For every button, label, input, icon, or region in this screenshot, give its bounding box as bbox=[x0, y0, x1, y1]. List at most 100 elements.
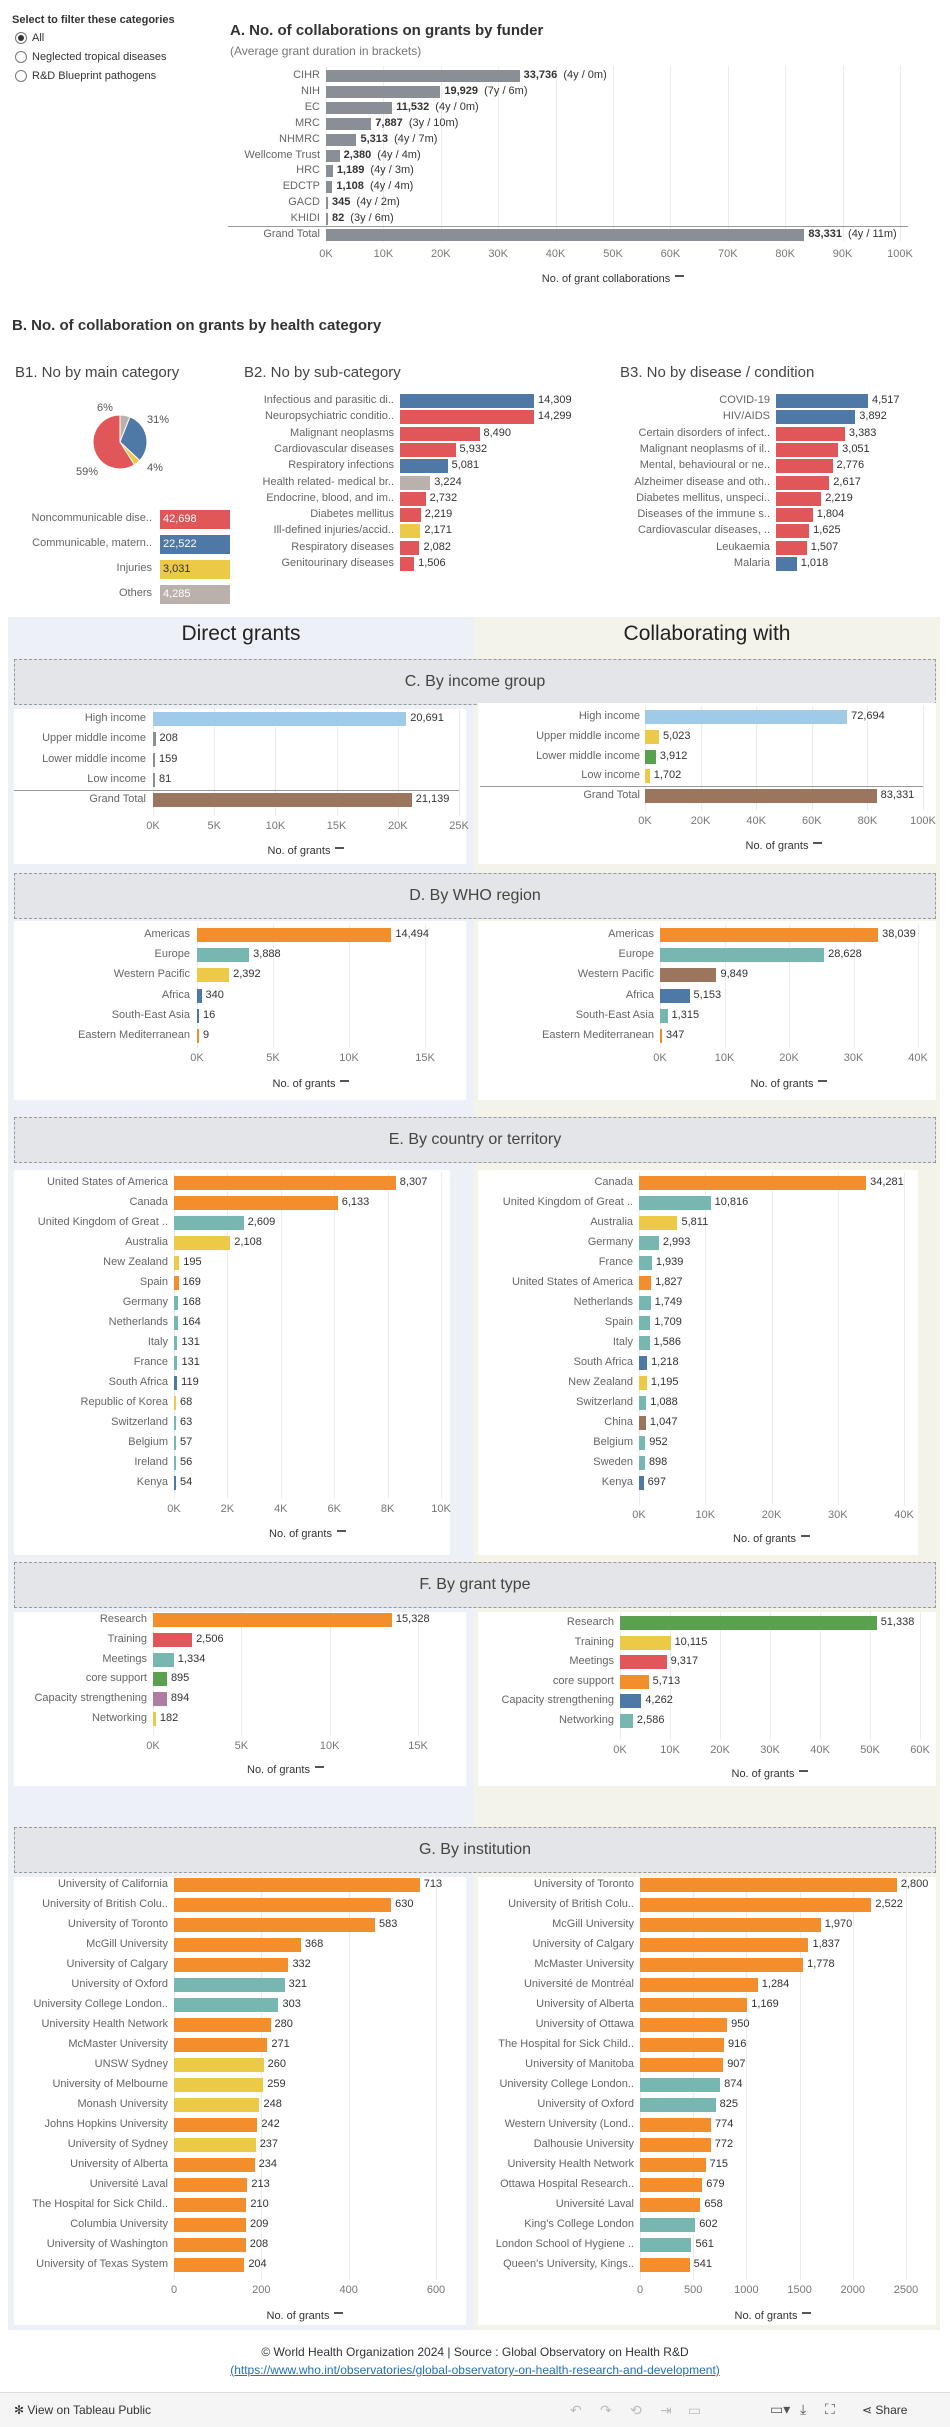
sectionB2-bar[interactable] bbox=[400, 475, 431, 490]
sectionE-left-bar[interactable] bbox=[174, 1276, 179, 1290]
sectionD-left-bar[interactable] bbox=[197, 988, 202, 1003]
sectionB1-bar[interactable] bbox=[160, 535, 230, 554]
sectionG-right-bar[interactable] bbox=[640, 2198, 701, 2212]
sectionG-left-bar[interactable] bbox=[174, 1878, 420, 1892]
undo-icon[interactable]: ↶ bbox=[570, 2402, 582, 2418]
sectionC-right-bar[interactable] bbox=[645, 769, 650, 784]
sectionE-right-bar[interactable] bbox=[639, 1396, 647, 1410]
sectionB2-bar[interactable] bbox=[400, 557, 415, 571]
sectionF-left-bar[interactable] bbox=[153, 1652, 174, 1667]
sort-icon[interactable] bbox=[334, 2312, 344, 2320]
sectionG-left-bar[interactable] bbox=[174, 1998, 279, 2012]
redo-icon[interactable]: ↷ bbox=[600, 2402, 612, 2418]
sectionG-right-bar[interactable] bbox=[640, 1958, 804, 1972]
sectionD-left-bar[interactable] bbox=[197, 948, 250, 963]
sectionG-left-bar[interactable] bbox=[174, 2118, 258, 2132]
sectionE-right-bar[interactable] bbox=[639, 1476, 644, 1490]
sectionD-right-bar[interactable] bbox=[660, 1008, 668, 1023]
sectionD-left-bar[interactable] bbox=[197, 928, 392, 942]
sectionB3-bar[interactable] bbox=[776, 491, 822, 506]
sectionG-left-bar[interactable] bbox=[174, 2138, 256, 2152]
sectionG-left-bar[interactable] bbox=[174, 2078, 264, 2092]
sectionB3-bar[interactable] bbox=[776, 557, 797, 571]
sectionG-left-bar[interactable] bbox=[174, 2238, 246, 2252]
sectionE-left-bar[interactable] bbox=[174, 1416, 176, 1430]
sectionD-left-bar[interactable] bbox=[197, 1029, 199, 1043]
sectionE-left-bar[interactable] bbox=[174, 1196, 338, 1210]
sectionB2-bar[interactable] bbox=[400, 426, 480, 441]
sectionG-right-bar[interactable] bbox=[640, 2258, 690, 2272]
sectionC-left-bar[interactable] bbox=[153, 793, 412, 808]
sectionG-right-bar[interactable] bbox=[640, 2238, 692, 2252]
sectionF-left-bar[interactable] bbox=[153, 1692, 167, 1707]
sectionD-right-bar[interactable] bbox=[660, 1029, 662, 1043]
sectionB3-bar[interactable] bbox=[776, 410, 856, 425]
sectionB3-bar[interactable] bbox=[776, 442, 839, 457]
filter-option[interactable]: Neglected tropical diseases bbox=[15, 51, 167, 63]
sectionE-left-bar[interactable] bbox=[174, 1456, 176, 1470]
sectionE-left-bar[interactable] bbox=[174, 1336, 178, 1350]
sectionE-right-bar[interactable] bbox=[639, 1256, 652, 1270]
sectionE-left-bar[interactable] bbox=[174, 1236, 231, 1250]
sectionE-right-bar[interactable] bbox=[639, 1276, 652, 1290]
sectionG-left-bar[interactable] bbox=[174, 1898, 392, 1912]
sectionE-right-bar[interactable] bbox=[639, 1336, 650, 1350]
sectionG-left-bar[interactable] bbox=[174, 2258, 245, 2272]
sectionB2-bar[interactable] bbox=[400, 442, 456, 457]
sectionG-right-bar[interactable] bbox=[640, 1898, 872, 1912]
sectionC-left-bar[interactable] bbox=[153, 772, 155, 787]
sort-icon[interactable] bbox=[340, 1080, 350, 1088]
sectionG-right-bar[interactable] bbox=[640, 2218, 696, 2232]
sectionB2-bar[interactable] bbox=[400, 410, 534, 425]
sectionG-left-bar[interactable] bbox=[174, 2198, 247, 2212]
sectionC-right-bar[interactable] bbox=[645, 789, 877, 804]
sectionA-bar[interactable] bbox=[326, 70, 520, 82]
sectionF-left-bar[interactable] bbox=[153, 1672, 167, 1687]
sectionG-left-bar[interactable] bbox=[174, 2158, 255, 2172]
sectionD-right-bar[interactable] bbox=[660, 928, 879, 942]
sort-icon[interactable] bbox=[802, 2312, 812, 2320]
sectionG-left-bar[interactable] bbox=[174, 2098, 260, 2112]
sectionC-left-bar[interactable] bbox=[153, 732, 156, 747]
sectionF-right-bar[interactable] bbox=[620, 1694, 642, 1709]
sectionF-right-bar[interactable] bbox=[620, 1674, 649, 1689]
radio-icon[interactable] bbox=[15, 70, 27, 82]
fullscreen-icon[interactable]: ⛶ bbox=[825, 2401, 835, 2417]
sectionF-left-bar[interactable] bbox=[153, 1632, 193, 1647]
sectionC-right-bar[interactable] bbox=[645, 749, 656, 764]
sort-icon[interactable] bbox=[675, 275, 685, 283]
radio-icon[interactable] bbox=[15, 32, 27, 44]
comment-icon[interactable]: ▭▾ bbox=[770, 2401, 791, 2417]
sectionC-left-bar[interactable] bbox=[153, 712, 407, 726]
sectionG-left-bar[interactable] bbox=[174, 2038, 268, 2052]
sectionC-right-bar[interactable] bbox=[645, 710, 848, 724]
sectionB3-bar[interactable] bbox=[776, 459, 833, 474]
pause-icon[interactable]: ▭ bbox=[688, 2402, 702, 2418]
sectionA-bar[interactable] bbox=[326, 117, 372, 130]
sectionE-right-bar[interactable] bbox=[639, 1296, 651, 1310]
sectionG-left-bar[interactable] bbox=[174, 2018, 271, 2032]
sectionE-right-bar[interactable] bbox=[639, 1376, 647, 1390]
sectionG-right-bar[interactable] bbox=[640, 1978, 758, 1992]
share-button[interactable]: ⋖ Share bbox=[862, 2403, 907, 2417]
forward-icon[interactable]: ⇥ bbox=[660, 2402, 672, 2418]
sectionD-left-bar[interactable] bbox=[197, 968, 230, 983]
sectionG-right-bar[interactable] bbox=[640, 1938, 809, 1952]
sectionF-left-bar[interactable] bbox=[153, 1712, 156, 1726]
sectionB3-bar[interactable] bbox=[776, 394, 868, 408]
sectionE-left-bar[interactable] bbox=[174, 1376, 178, 1390]
sectionE-right-bar[interactable] bbox=[639, 1216, 678, 1230]
sectionG-right-bar[interactable] bbox=[640, 2078, 721, 2092]
sectionG-right-bar[interactable] bbox=[640, 2038, 725, 2052]
download-icon[interactable]: ⤓ bbox=[800, 2401, 807, 2417]
sectionG-left-bar[interactable] bbox=[174, 2058, 264, 2072]
sectionD-right-bar[interactable] bbox=[660, 948, 825, 963]
sectionD-right-bar[interactable] bbox=[660, 988, 690, 1003]
sectionE-left-bar[interactable] bbox=[174, 1356, 178, 1370]
sectionE-right-bar[interactable] bbox=[639, 1236, 659, 1250]
sort-icon[interactable] bbox=[335, 847, 345, 855]
sectionG-right-bar[interactable] bbox=[640, 1878, 897, 1892]
sectionG-right-bar[interactable] bbox=[640, 2158, 706, 2172]
sectionB3-bar[interactable] bbox=[776, 508, 813, 523]
sectionD-left-bar[interactable] bbox=[197, 1008, 199, 1023]
